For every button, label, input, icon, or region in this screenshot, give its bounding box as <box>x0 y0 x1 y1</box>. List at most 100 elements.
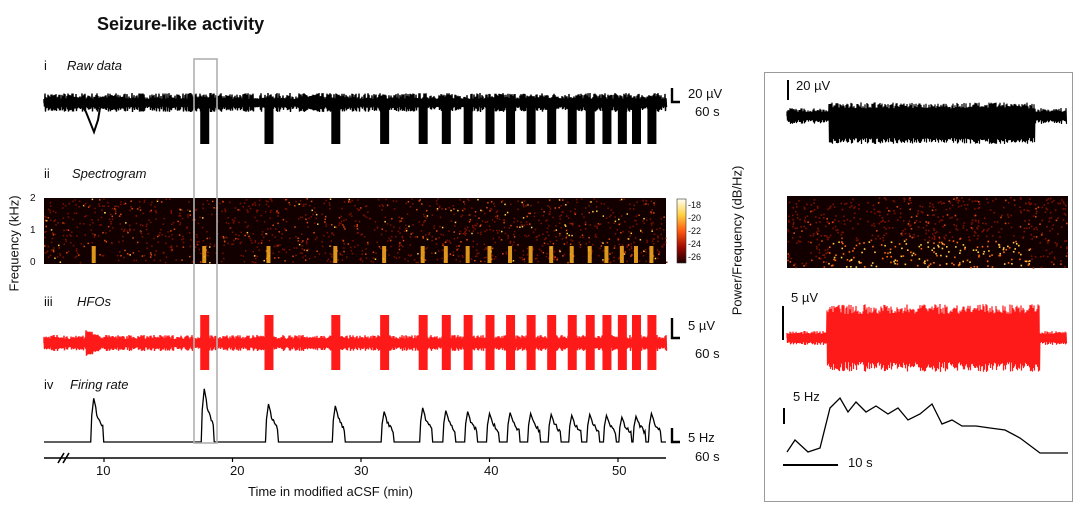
spectrogram-pixel <box>521 201 523 204</box>
spectrogram-pixel <box>651 209 653 211</box>
spectrogram-pixel <box>365 248 367 250</box>
spectrogram-pixel <box>244 221 247 224</box>
spectrogram-pixel <box>306 198 308 200</box>
spectrogram-pixel <box>492 237 495 240</box>
spectrogram-pixel <box>439 225 441 228</box>
inset-spectrogram-pixel <box>849 206 851 209</box>
spectrogram-pixel <box>234 237 237 240</box>
spectrogram-pixel <box>274 228 277 230</box>
spectrogram-pixel <box>271 234 274 236</box>
spectrogram-pixel <box>219 202 221 205</box>
spectrogram-pixel <box>360 259 362 261</box>
inset-spectrogram-pixel <box>883 226 886 229</box>
spectrogram-pixel <box>581 198 583 200</box>
spectrogram-pixel <box>508 227 511 229</box>
spectrogram-pixel <box>122 230 125 233</box>
inset-spectrogram-pixel <box>1050 261 1053 263</box>
inset-spectrogram-pixel <box>858 242 861 245</box>
spectrogram-pixel <box>596 225 598 228</box>
highlight-box <box>193 58 218 444</box>
inset-spectrogram-pixel <box>1035 210 1038 213</box>
spectrogram-pixel <box>127 253 130 256</box>
spectrogram-pixel <box>66 235 68 237</box>
inset-spectrogram-pixel <box>900 255 903 258</box>
spectrogram-pixel <box>110 213 112 216</box>
spectrogram-pixel <box>330 240 333 242</box>
spectrogram-pixel <box>129 228 131 231</box>
spectrogram-pixel <box>275 211 278 214</box>
spectrogram-pixel <box>321 245 324 248</box>
spectrogram-pixel <box>132 237 134 239</box>
spectrogram-pixel <box>270 198 273 200</box>
spectrogram-pixel <box>417 253 419 255</box>
spectrogram-pixel <box>246 211 249 213</box>
spectrogram-pixel <box>213 245 216 248</box>
spectrogram-pixel <box>643 222 645 225</box>
spectrogram-pixel <box>498 236 500 239</box>
spectrogram-pixel <box>202 240 205 242</box>
spectrogram-pixel <box>253 261 255 264</box>
inset-spectrogram-pixel <box>834 259 837 262</box>
inset-spectrogram-pixel <box>841 208 844 211</box>
spectrogram-pixel <box>546 219 548 222</box>
inset-spectrogram-pixel <box>977 251 980 254</box>
spectrogram-pixel <box>362 214 365 216</box>
inset-spectrogram-pixel <box>838 241 840 244</box>
spectrogram-pixel <box>350 212 352 215</box>
inset-spectrogram-pixel <box>816 207 819 209</box>
inset-spectrogram-pixel <box>818 243 821 246</box>
spectrogram-pixel <box>385 249 388 251</box>
spectrogram-pixel <box>182 235 184 238</box>
spectrogram-pixel <box>624 220 626 223</box>
inset-spectrogram-pixel <box>1033 228 1035 231</box>
spectrogram-pixel <box>450 220 453 222</box>
inset-spectrogram-pixel <box>1032 215 1035 217</box>
spectrogram-pixel <box>350 249 353 252</box>
spectrogram-pixel <box>189 255 191 258</box>
spectrogram-pixel <box>312 213 314 216</box>
spectrogram-pixel <box>254 202 256 204</box>
spectrogram-pixel <box>111 207 114 210</box>
spectrogram-pixel <box>301 216 304 219</box>
spectrogram-pixel <box>72 244 75 247</box>
inset-spectrogram-pixel <box>1000 216 1002 219</box>
spectrogram-pixel <box>122 235 124 238</box>
spectrogram-pixel <box>530 226 533 229</box>
spectrogram-pixel <box>340 215 342 218</box>
spectrogram-pixel <box>354 220 357 222</box>
spectrogram-pixel <box>441 257 443 260</box>
inset-spectrogram-pixel <box>1019 197 1022 199</box>
inset-spectrogram-pixel <box>1002 206 1005 209</box>
inset-spectrogram-pixel <box>917 235 920 237</box>
inset-spectrogram-pixel <box>988 250 990 252</box>
spectrogram-pixel <box>641 231 644 234</box>
inset-spectrogram-pixel <box>873 225 876 227</box>
spectrogram-pixel <box>416 208 418 211</box>
spectrogram-pixel <box>524 234 526 237</box>
spectrogram-pixel <box>119 251 121 253</box>
inset-spectrogram-pixel <box>915 220 918 222</box>
inset-spectrogram-pixel <box>884 252 886 254</box>
inset-spectrogram-pixel <box>1030 202 1033 205</box>
spectrogram-pixel <box>375 252 377 254</box>
spectrogram-pixel <box>474 228 476 230</box>
spectrogram-pixel <box>139 209 142 211</box>
inset-spectrogram-pixel <box>787 230 790 233</box>
spectrogram-pixel <box>494 255 497 258</box>
spectrogram-pixel <box>516 220 519 222</box>
spectrogram-pixel <box>474 224 476 227</box>
spectrogram-event-burst <box>619 246 624 263</box>
inset-spectrogram-pixel <box>801 230 803 232</box>
spectrogram-pixel <box>610 214 612 216</box>
spectrogram-pixel <box>588 236 590 239</box>
inset-spectrogram-pixel <box>788 221 790 224</box>
spectrogram-pixel <box>308 217 310 219</box>
spectrogram-pixel <box>588 241 591 243</box>
spectrogram-pixel <box>129 209 131 212</box>
spectrogram-pixel <box>324 215 327 218</box>
inset-spectrogram-pixel <box>1025 260 1028 263</box>
inset-spectrogram-pixel <box>1044 237 1047 240</box>
spectrogram-pixel <box>263 259 265 262</box>
spectrogram-pixel <box>489 210 491 212</box>
inset-spectrogram-pixel <box>844 245 847 247</box>
